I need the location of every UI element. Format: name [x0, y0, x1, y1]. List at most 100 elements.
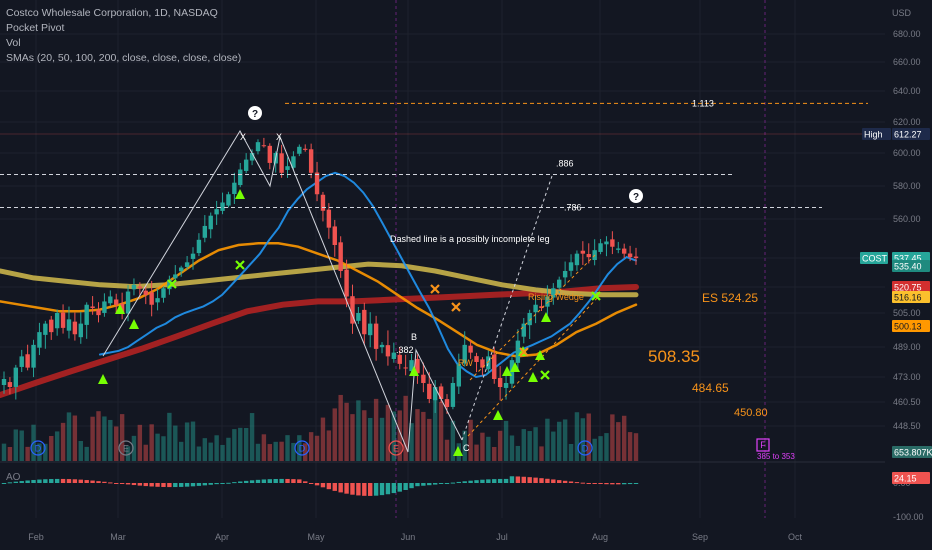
sma-orange-badge-bg — [892, 320, 930, 332]
point-c: C — [463, 443, 470, 453]
ao-bar — [444, 483, 450, 484]
ao-bar — [7, 482, 13, 484]
indicator-smas[interactable]: SMAs (20, 50, 100, 200, close, close, cl… — [6, 52, 242, 64]
ao-bar — [261, 479, 267, 483]
volume-bar — [267, 444, 272, 461]
event-marker-text: E — [123, 444, 129, 454]
ao-bar — [539, 478, 544, 483]
ao-bar — [568, 481, 574, 483]
candle-body — [586, 254, 591, 258]
candle-body — [621, 248, 627, 254]
ao-bar — [1, 483, 7, 484]
candle-body — [627, 253, 633, 258]
volume-bar — [320, 417, 326, 461]
volume-bar — [444, 439, 450, 461]
volume-bar — [350, 414, 355, 461]
volume-bar — [60, 422, 66, 461]
price-tick: 660.00 — [893, 57, 921, 67]
question-badge — [248, 106, 262, 120]
volume-bar — [432, 398, 438, 461]
ao-bar — [616, 483, 621, 485]
ao-bar — [409, 483, 414, 489]
cross-marker — [540, 370, 550, 380]
pocket-pivot-marker — [235, 189, 245, 199]
candle-body — [190, 253, 196, 259]
candle-body — [427, 383, 432, 399]
candle-body — [108, 296, 113, 304]
volume-bar — [515, 445, 521, 461]
volume-bar — [557, 421, 562, 461]
pocket-pivot-marker — [98, 374, 108, 384]
target-3: 450.80 — [734, 407, 768, 419]
ao-bar — [592, 483, 597, 484]
ao-bar — [338, 483, 343, 493]
volume-bar — [592, 438, 597, 461]
candle-body — [368, 323, 373, 336]
volume-bar — [279, 441, 284, 461]
high-badge-label-bg — [862, 128, 891, 140]
volume-bar — [143, 444, 148, 461]
volume-bar — [43, 443, 48, 461]
time-axis[interactable]: Feb Mar Apr May Jun Jul Aug Sep Oct — [28, 532, 802, 542]
price-tick: 473.00 — [893, 372, 921, 382]
volume-bar — [238, 427, 243, 461]
volume-bar — [373, 398, 379, 461]
candle-body — [326, 209, 332, 228]
ao-bar — [108, 482, 113, 484]
volume-bar — [415, 409, 420, 461]
symbol-title[interactable]: Costco Wholesale Corporation, 1D, NASDAQ — [6, 7, 218, 19]
price-axis[interactable]: USD 680.00 660.00 640.00 620.00 600.00 580.00 5… — [860, 8, 932, 522]
volume-bar — [226, 437, 231, 461]
ao-bar — [527, 477, 532, 483]
candle-body — [497, 377, 503, 387]
candle-body — [114, 299, 119, 305]
event-marker-text: D — [582, 444, 589, 454]
volume-bar — [78, 440, 83, 461]
ao-bar — [326, 483, 332, 490]
ao-label: AO — [6, 472, 21, 483]
ao-bar — [474, 480, 479, 483]
candle-body — [308, 149, 314, 173]
volume-bar — [385, 404, 391, 461]
volume-bar — [308, 432, 314, 461]
volume-bar — [397, 410, 402, 461]
ao-bar — [249, 480, 255, 483]
ao-bar — [178, 483, 184, 487]
candle-body — [66, 319, 72, 331]
candle-body — [568, 262, 574, 271]
volume-bar — [362, 410, 367, 461]
candle-body — [31, 344, 36, 368]
ao-bar — [119, 483, 125, 484]
candle-body — [551, 288, 556, 298]
candle-body — [13, 367, 19, 387]
candle-body — [515, 340, 521, 363]
ao-bar — [102, 481, 107, 483]
sma-red-badge: 520.75 — [894, 283, 922, 293]
ao-bar — [291, 479, 296, 483]
volume-bar — [391, 411, 397, 461]
sma-yellow-badge: 516.16 — [894, 293, 922, 303]
ao-bar — [391, 483, 397, 494]
cross-marker — [591, 291, 601, 301]
candle-body — [167, 279, 172, 290]
event-box-text: F — [760, 440, 766, 450]
ao-bar — [267, 479, 272, 483]
chart-legend: Costco Wholesale Corporation, 1D, NASDAQ… — [6, 6, 241, 66]
candle-body — [303, 148, 308, 150]
indicator-pocket-pivot[interactable]: Pocket Pivot — [6, 22, 65, 34]
pocket-pivot-marker — [535, 350, 545, 360]
candle-body — [438, 386, 444, 399]
candle-body — [285, 166, 290, 170]
indicator-volume[interactable]: Vol — [6, 37, 21, 49]
cost-price-badge: 537.45 — [894, 254, 922, 264]
sma-orange-badge: 500.13 — [894, 322, 922, 332]
volume-bar — [66, 412, 72, 461]
volume-bar — [161, 436, 166, 461]
event-box — [756, 438, 770, 452]
volume-bar — [314, 435, 320, 461]
range-label: 385 to 353 — [757, 452, 795, 461]
ao-bar — [586, 483, 591, 484]
candle-body — [373, 323, 379, 349]
ao-bar — [285, 478, 290, 483]
